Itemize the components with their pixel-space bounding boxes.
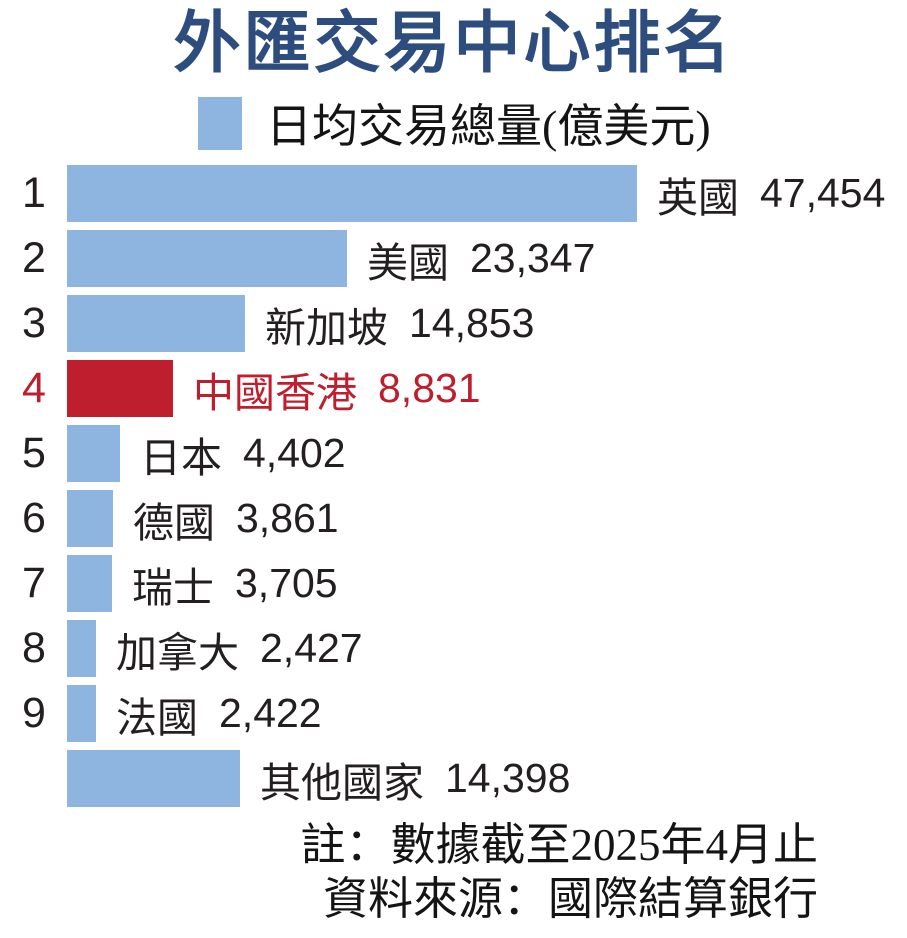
- legend-swatch-icon: [198, 96, 242, 150]
- rank-label: 6: [22, 494, 46, 542]
- category-label: 新加坡: [265, 304, 388, 351]
- category-label: 美國: [367, 239, 449, 286]
- bar-row: 3 新加坡 14,853: [0, 295, 907, 352]
- bar: [67, 360, 173, 417]
- value-label: 4,402: [243, 430, 346, 476]
- rank-label: 8: [22, 624, 46, 672]
- bar-row: 7 瑞士 3,705: [0, 555, 907, 612]
- rank-label: 4: [22, 364, 46, 412]
- rank-label: [12, 750, 56, 807]
- bar-label: 中國香港 8,831: [193, 360, 481, 417]
- chart-title: 外匯交易中心排名: [173, 6, 734, 81]
- category-label: 加拿大: [116, 629, 239, 676]
- bar: [67, 620, 96, 677]
- value-label: 8,831: [378, 365, 481, 411]
- bar-label: 日本 4,402: [140, 425, 346, 482]
- rank-label: 1: [22, 169, 46, 217]
- category-label: 中國香港: [193, 369, 357, 416]
- bar-label: 德國 3,861: [133, 490, 339, 547]
- bar-row: 2 美國 23,347: [0, 230, 907, 287]
- bar-row: 1 英國 47,454: [0, 165, 907, 222]
- bar-label: 加拿大 2,427: [116, 620, 363, 677]
- rank-label: 3: [22, 299, 46, 347]
- rank-label: 7: [22, 559, 46, 607]
- value-label: 23,347: [470, 235, 596, 281]
- bar-row: 6 德國 3,861: [0, 490, 907, 547]
- bar: [67, 555, 112, 612]
- legend: 日均交易總量(億美元): [198, 90, 711, 156]
- bar-row: 5 日本 4,402: [0, 425, 907, 482]
- rank-label: 9: [22, 689, 46, 737]
- bar: [67, 230, 347, 287]
- source-note: 資料來源：國際結算銀行: [322, 874, 818, 924]
- rank-label: 5: [22, 429, 46, 477]
- bar-label: 其他國家 14,398: [260, 750, 570, 807]
- bar: [67, 490, 113, 547]
- category-label: 法國: [116, 694, 198, 741]
- bar: [67, 165, 637, 222]
- value-label: 3,861: [236, 495, 339, 541]
- bar: [67, 685, 96, 742]
- category-label: 德國: [133, 499, 215, 546]
- bar-label: 瑞士 3,705: [132, 555, 338, 612]
- value-label: 14,853: [409, 300, 535, 346]
- footnote: 註：數據截至2025年4月止: [300, 820, 818, 870]
- bar: [67, 425, 120, 482]
- category-label: 日本: [140, 434, 222, 481]
- value-label: 2,427: [260, 625, 363, 671]
- bar-row: 4 中國香港 8,831: [0, 360, 907, 417]
- legend-label: 日均交易總量(億美元): [266, 101, 711, 152]
- value-label: 47,454: [760, 170, 886, 216]
- category-label: 英國: [657, 174, 739, 221]
- bar: [67, 295, 245, 352]
- bar-label: 美國 23,347: [367, 230, 595, 287]
- category-label: 其他國家: [260, 759, 424, 806]
- bar-label: 新加坡 14,853: [265, 295, 534, 352]
- bar-row: 9 法國 2,422: [0, 685, 907, 742]
- value-label: 3,705: [235, 560, 338, 606]
- value-label: 14,398: [445, 755, 571, 801]
- category-label: 瑞士: [132, 564, 214, 611]
- value-label: 2,422: [219, 690, 322, 736]
- bar-row: 其他國家 14,398: [0, 750, 907, 807]
- bar-label: 法國 2,422: [116, 685, 322, 742]
- bar-chart: 1 英國 47,454 2 美國 23,347 3 新加坡 14,853 4 中國香港 8,831 5 日…: [0, 165, 907, 815]
- bar-row: 8 加拿大 2,427: [0, 620, 907, 677]
- bar: [67, 750, 240, 807]
- rank-label: 2: [22, 234, 46, 282]
- bar-label: 英國 47,454: [657, 165, 885, 222]
